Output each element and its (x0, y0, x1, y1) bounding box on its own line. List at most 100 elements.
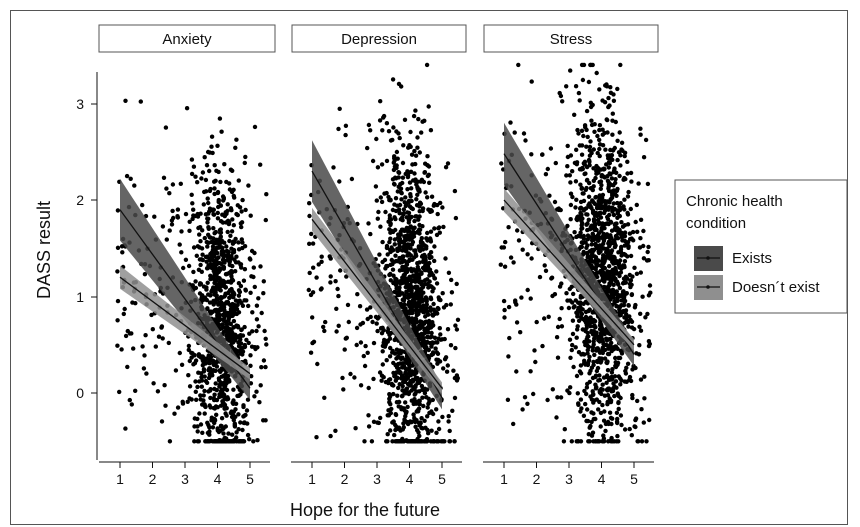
data-point (617, 130, 622, 135)
data-point (248, 257, 253, 262)
data-point (616, 406, 621, 412)
data-point (585, 177, 590, 183)
data-point (202, 402, 207, 407)
data-point (568, 68, 573, 73)
data-point (152, 214, 157, 219)
data-point (419, 290, 425, 296)
data-point (436, 426, 442, 432)
data-point (216, 269, 221, 275)
data-point (614, 410, 620, 415)
data-point (446, 414, 451, 419)
data-point (619, 422, 624, 428)
data-point (170, 208, 175, 214)
data-point (259, 310, 264, 316)
data-point (579, 406, 584, 411)
data-point (242, 244, 248, 249)
data-point (394, 163, 399, 168)
data-point (525, 252, 530, 257)
data-point (554, 335, 560, 340)
data-point (621, 204, 626, 209)
data-point (428, 307, 433, 312)
data-point (645, 249, 650, 255)
data-point (583, 206, 589, 211)
data-point (409, 186, 414, 191)
data-point (401, 438, 406, 444)
regression-line-doesnt-exist-stress (503, 199, 635, 346)
data-point (208, 387, 213, 392)
data-point (607, 171, 612, 176)
data-point (422, 170, 428, 175)
data-point (605, 286, 610, 291)
data-point (211, 207, 216, 212)
data-point (425, 334, 430, 340)
data-point (236, 310, 242, 315)
data-point (375, 328, 380, 334)
data-point (333, 428, 338, 433)
data-point (368, 305, 373, 310)
data-point (628, 206, 633, 212)
data-point (229, 270, 235, 275)
data-point (212, 417, 218, 422)
data-point (412, 386, 417, 391)
data-point (143, 333, 148, 338)
data-point (388, 271, 393, 277)
data-point (579, 167, 584, 172)
data-point (311, 339, 317, 344)
data-point (337, 179, 342, 184)
data-point (627, 374, 633, 380)
data-point (441, 224, 446, 230)
data-point (450, 408, 455, 413)
data-point (601, 226, 606, 231)
data-point (611, 169, 616, 175)
data-point (386, 408, 391, 413)
data-point (403, 371, 408, 376)
data-point (585, 212, 590, 217)
data-point (403, 410, 409, 416)
data-point (606, 165, 611, 170)
data-point (376, 420, 381, 426)
data-point (600, 402, 605, 408)
data-point (396, 404, 401, 409)
data-point (204, 380, 210, 385)
data-point (254, 317, 260, 322)
data-point (321, 324, 326, 330)
data-point (241, 420, 246, 426)
data-point (184, 106, 190, 111)
data-point (120, 250, 125, 255)
data-point (227, 260, 232, 265)
data-point (193, 389, 198, 394)
data-point (344, 274, 349, 279)
data-point (581, 198, 587, 204)
data-point (416, 430, 421, 435)
data-point (587, 307, 592, 312)
data-point (511, 421, 516, 427)
data-point (605, 216, 611, 222)
data-point (436, 306, 441, 312)
data-point (413, 214, 418, 219)
data-point (445, 363, 450, 368)
data-point (587, 249, 592, 254)
data-point (633, 219, 638, 225)
data-point (218, 227, 223, 232)
data-point (396, 81, 402, 87)
data-point (382, 257, 388, 263)
data-point (421, 179, 427, 185)
data-point (390, 77, 396, 82)
data-point (252, 394, 257, 399)
data-point (591, 217, 597, 222)
data-point (224, 248, 230, 254)
data-point (608, 90, 614, 96)
data-point (588, 368, 593, 373)
data-point (588, 62, 594, 68)
data-point (362, 363, 368, 369)
data-point (590, 310, 595, 315)
data-point (231, 387, 236, 392)
data-point (207, 309, 213, 314)
data-point (586, 217, 591, 222)
data-point (601, 258, 606, 263)
data-point (580, 351, 586, 357)
data-point (620, 289, 626, 294)
data-point (647, 417, 652, 423)
data-point (432, 335, 438, 340)
data-point (200, 252, 205, 257)
